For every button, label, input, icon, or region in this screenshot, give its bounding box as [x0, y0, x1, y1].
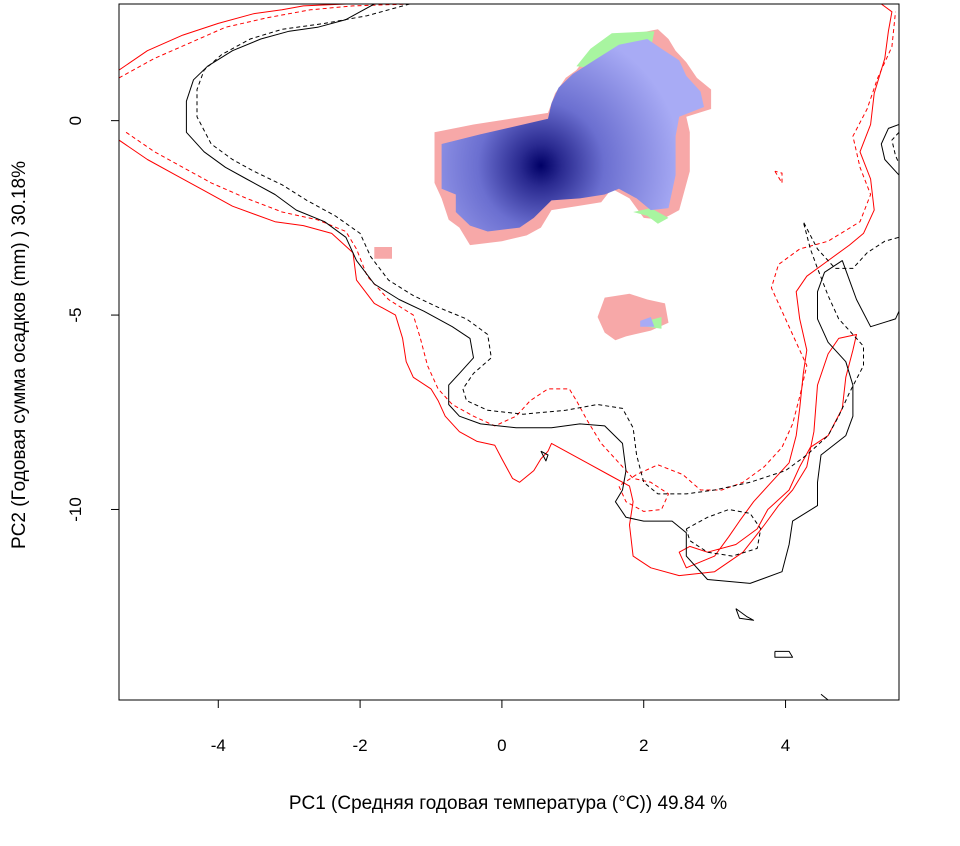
plot-frame	[118, 3, 900, 701]
x-axis-title: PC1 (Средняя годовая температура (°C)) 4…	[289, 793, 727, 814]
y-tick-label-1: -5	[66, 308, 85, 323]
envelope-envelope-species-2-dashed-7	[685, 509, 762, 557]
envelope-envelope-species-2-solid-11	[735, 608, 755, 621]
density-regions	[374, 29, 712, 341]
envelope-envelope-species-1-dashed-4	[774, 170, 783, 184]
envelope-envelope-species-2-dashed-9	[891, 131, 899, 164]
x-tick-label-4: 4	[781, 736, 790, 755]
envelope-envelope-species-1-solid-0	[119, 4, 347, 71]
envelope-envelope-species-1-solid-1	[119, 4, 893, 577]
envelope-envelope-species-2-dashed-6	[196, 4, 899, 495]
x-tick-label-1: -2	[353, 736, 368, 755]
envelope-envelope-species-2-solid-12	[774, 650, 794, 658]
envelope-envelope-species-2-solid-8	[880, 124, 899, 176]
envelope-envelope-species-2-solid-10	[540, 450, 549, 462]
region-overlap-low-6	[441, 39, 704, 232]
y-tick-label-0: 0	[66, 116, 85, 125]
y-tick-label-2: -10	[66, 497, 85, 522]
y-axis-title: PC2 (Годовая сумма осадков (mm) ) 30.18%	[9, 161, 30, 549]
environment-envelopes	[119, 4, 899, 700]
envelope-envelope-species-2-solid-13	[820, 693, 829, 700]
x-axis: -4 -2 0 2 4	[211, 700, 790, 755]
envelope-envelope-species-2-solid-5	[185, 4, 899, 584]
plot-area	[119, 4, 899, 700]
region-species-1-only-1	[597, 293, 669, 341]
region-species-1-only-2	[374, 247, 392, 259]
envelope-envelope-species-1-dashed-2	[119, 4, 410, 79]
envelope-envelope-species-1-dashed-3	[125, 11, 896, 512]
x-tick-label-0: -4	[211, 736, 226, 755]
x-tick-label-2: 0	[497, 736, 506, 755]
region-species-2-only-4	[633, 208, 669, 224]
region-overlap-low-7	[640, 317, 655, 327]
y-axis: 0 -5 -10	[66, 116, 119, 522]
x-tick-label-3: 2	[639, 736, 648, 755]
